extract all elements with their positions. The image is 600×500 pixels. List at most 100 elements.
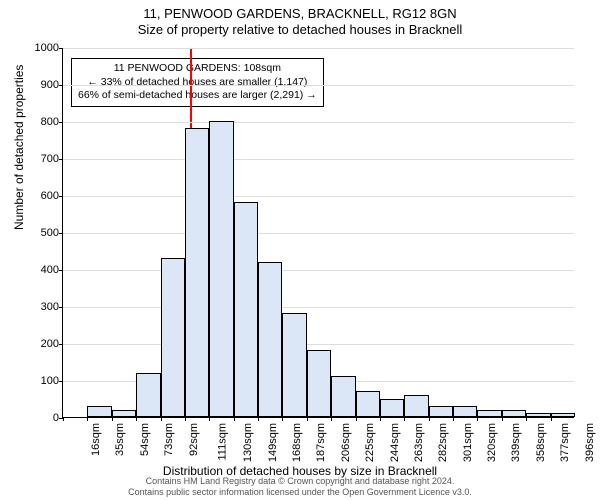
x-tick-label: 320sqm — [486, 423, 498, 462]
x-tick-label: 92sqm — [188, 423, 200, 456]
x-tick-label: 111sqm — [216, 423, 228, 461]
x-tick-label: 396sqm — [584, 423, 596, 462]
chart-title: 11, PENWOOD GARDENS, BRACKNELL, RG12 8GN… — [0, 0, 600, 39]
x-tick-label: 130sqm — [242, 423, 254, 462]
y-tick-mark — [59, 48, 63, 49]
x-tick-label: 168sqm — [291, 423, 303, 462]
x-tick-mark — [209, 417, 210, 421]
title-line2: Size of property relative to detached ho… — [0, 22, 600, 38]
x-tick-mark — [331, 417, 332, 421]
x-tick-label: 339sqm — [511, 423, 523, 462]
grid-line — [63, 270, 574, 271]
histogram-bar — [331, 376, 355, 417]
x-tick-mark — [161, 417, 162, 421]
y-tick-mark — [59, 344, 63, 345]
footer-line1: Contains HM Land Registry data © Crown c… — [0, 476, 600, 487]
x-tick-mark — [112, 417, 113, 421]
x-tick-mark — [453, 417, 454, 421]
x-tick-label: 244sqm — [389, 423, 401, 462]
info-box-line: ← 33% of detached houses are smaller (1,… — [78, 76, 317, 90]
x-tick-label: 358sqm — [535, 423, 547, 462]
x-tick-mark — [356, 417, 357, 421]
grid-line — [63, 344, 574, 345]
histogram-bar — [136, 373, 160, 417]
footer-line2: Contains public sector information licen… — [0, 487, 600, 498]
y-axis-label: Number of detached properties — [12, 65, 26, 230]
grid-line — [63, 233, 574, 234]
grid-line — [63, 159, 574, 160]
histogram-bar — [404, 395, 428, 417]
histogram-bar — [453, 406, 477, 417]
y-tick-label: 700 — [41, 153, 59, 165]
x-tick-label: 149sqm — [267, 423, 279, 462]
histogram-bar — [234, 202, 258, 417]
histogram-bar — [502, 410, 526, 417]
histogram-bar — [356, 391, 380, 417]
y-tick-mark — [59, 85, 63, 86]
x-tick-label: 206sqm — [340, 423, 352, 462]
x-tick-mark — [282, 417, 283, 421]
x-tick-mark — [551, 417, 552, 421]
y-tick-label: 200 — [41, 338, 59, 350]
x-tick-mark — [258, 417, 259, 421]
footer-attribution: Contains HM Land Registry data © Crown c… — [0, 476, 600, 498]
y-tick-label: 500 — [41, 227, 59, 239]
histogram-bar — [258, 262, 282, 417]
x-tick-mark — [136, 417, 137, 421]
histogram-bar — [551, 413, 575, 417]
y-tick-mark — [59, 270, 63, 271]
y-tick-label: 400 — [41, 264, 59, 276]
x-tick-label: 377sqm — [559, 423, 571, 462]
chart-info-box: 11 PENWOOD GARDENS: 108sqm← 33% of detac… — [71, 58, 324, 107]
y-tick-mark — [59, 307, 63, 308]
y-tick-mark — [59, 196, 63, 197]
grid-line — [63, 307, 574, 308]
grid-line — [63, 48, 574, 49]
x-tick-mark — [234, 417, 235, 421]
y-tick-label: 900 — [41, 79, 59, 91]
x-tick-label: 282sqm — [437, 423, 449, 462]
x-tick-label: 73sqm — [163, 423, 175, 456]
info-box-line: 66% of semi-detached houses are larger (… — [78, 89, 317, 103]
x-tick-mark — [87, 417, 88, 421]
histogram-bar — [526, 413, 550, 417]
grid-line — [63, 196, 574, 197]
histogram-bar — [307, 350, 331, 417]
y-tick-label: 1000 — [35, 42, 59, 54]
histogram-bar — [282, 313, 306, 417]
y-tick-label: 0 — [53, 412, 59, 424]
info-box-line: 11 PENWOOD GARDENS: 108sqm — [78, 62, 317, 76]
x-tick-mark — [380, 417, 381, 421]
y-tick-label: 100 — [41, 375, 59, 387]
x-tick-mark — [63, 417, 64, 421]
chart-plot-area: 11 PENWOOD GARDENS: 108sqm← 33% of detac… — [62, 48, 574, 418]
histogram-bar — [380, 399, 404, 418]
y-tick-mark — [59, 233, 63, 234]
x-tick-label: 225sqm — [364, 423, 376, 462]
x-tick-mark — [429, 417, 430, 421]
histogram-bar — [477, 410, 501, 417]
histogram-bar — [112, 410, 136, 417]
y-tick-label: 300 — [41, 301, 59, 313]
x-tick-label: 187sqm — [316, 423, 328, 462]
x-tick-mark — [477, 417, 478, 421]
histogram-bar — [209, 121, 233, 417]
histogram-bar — [429, 406, 453, 417]
histogram-bar — [161, 258, 185, 417]
grid-line — [63, 122, 574, 123]
histogram-bar — [87, 406, 111, 417]
x-tick-label: 16sqm — [90, 423, 102, 456]
y-tick-label: 800 — [41, 116, 59, 128]
title-line1: 11, PENWOOD GARDENS, BRACKNELL, RG12 8GN — [0, 6, 600, 22]
x-tick-mark — [185, 417, 186, 421]
x-tick-label: 263sqm — [413, 423, 425, 462]
x-tick-label: 301sqm — [462, 423, 474, 462]
x-tick-mark — [502, 417, 503, 421]
x-tick-mark — [526, 417, 527, 421]
y-tick-mark — [59, 159, 63, 160]
y-tick-mark — [59, 381, 63, 382]
y-tick-mark — [59, 122, 63, 123]
y-tick-label: 600 — [41, 190, 59, 202]
x-tick-mark — [404, 417, 405, 421]
x-tick-mark — [307, 417, 308, 421]
